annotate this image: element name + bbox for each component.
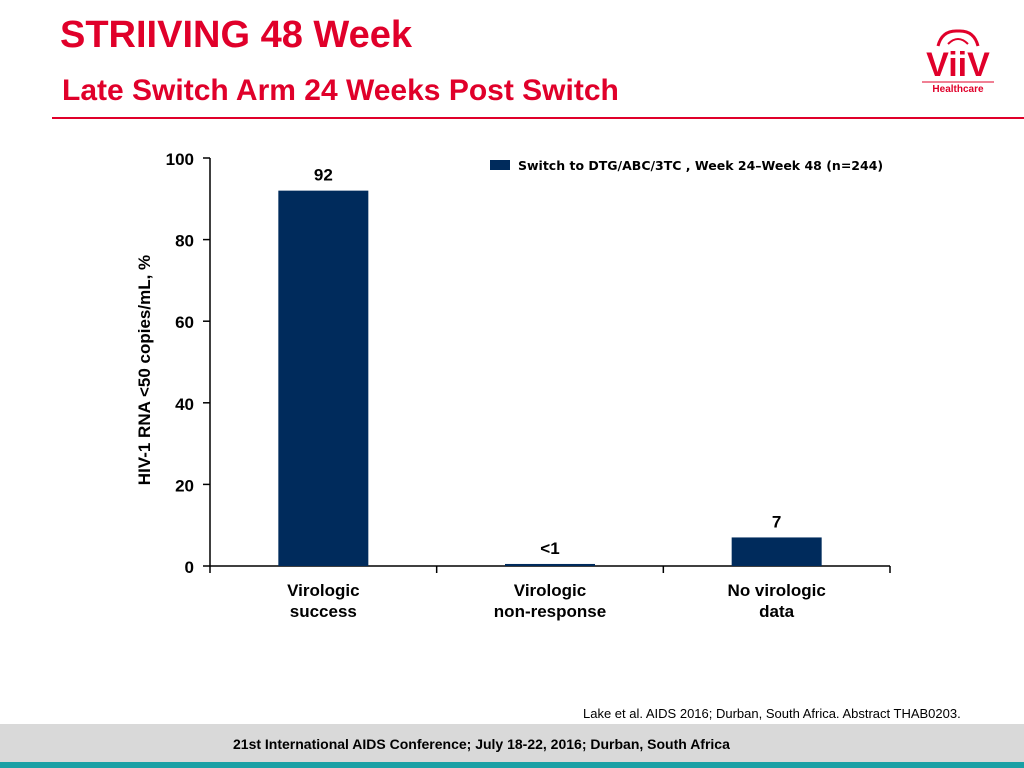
- bar-chart: 0 20 40 60 80 100 HIV-1 RNA <50 copies/mL, % 92…: [135, 150, 891, 621]
- x-category-label: data: [759, 602, 795, 621]
- y-tick-label: 100: [166, 150, 194, 169]
- bar-1: [278, 190, 369, 566]
- citation: Lake et al. AIDS 2016; Durban, South Afr…: [583, 706, 961, 721]
- y-tick-label: 40: [175, 395, 194, 414]
- bar-3: [731, 537, 822, 566]
- y-tick-label: 60: [175, 313, 194, 332]
- legend-swatch: [490, 160, 510, 170]
- x-category-label: success: [290, 602, 357, 621]
- y-axis-title: HIV-1 RNA <50 copies/mL, %: [135, 255, 154, 485]
- y-tick-label: 0: [185, 558, 194, 577]
- bar-value-label: 7: [772, 512, 781, 531]
- legend-label: Switch to DTG/ABC/3TC , Week 24–Week 48 …: [518, 158, 883, 173]
- y-tick-label: 20: [175, 476, 194, 495]
- slide-subtitle: Late Switch Arm 24 Weeks Post Switch: [62, 74, 619, 107]
- bar-value-label: 92: [314, 166, 333, 185]
- viiv-logo: ViiV Healthcare: [922, 29, 994, 95]
- x-category-label: No virologic: [728, 581, 826, 600]
- x-category-label: non-response: [494, 602, 606, 621]
- y-tick-label: 80: [175, 232, 194, 251]
- logo-subtext: Healthcare: [932, 84, 984, 95]
- bar-2: [505, 563, 595, 566]
- title-divider: [52, 117, 1024, 119]
- footer-stripe: [0, 762, 1024, 768]
- bar-value-label: <1: [540, 539, 559, 558]
- x-category-label: Virologic: [287, 581, 359, 600]
- footer-band: 21st International AIDS Conference; July…: [0, 724, 1024, 762]
- slide-title: STRIIVING 48 Week: [60, 14, 412, 56]
- x-category-label: Virologic: [514, 581, 586, 600]
- logo-wordmark: ViiV: [926, 46, 990, 84]
- footer-text: 21st International AIDS Conference; July…: [233, 736, 730, 752]
